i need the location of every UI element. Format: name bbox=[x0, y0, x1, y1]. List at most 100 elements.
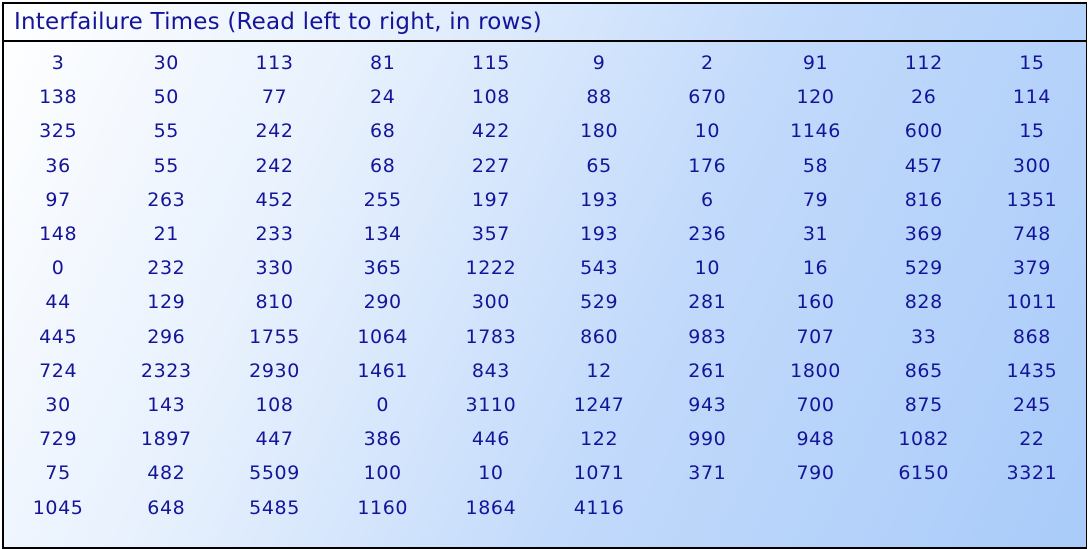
table-cell: 10 bbox=[478, 462, 504, 485]
table-cell: 748 bbox=[1012, 223, 1051, 246]
table-cell: 6 bbox=[700, 188, 714, 211]
table-cell: 261 bbox=[688, 359, 727, 382]
table-cell: 30 bbox=[153, 52, 179, 75]
table-cell: 325 bbox=[39, 120, 78, 143]
table-cell: 296 bbox=[147, 325, 186, 348]
table-row: 724 2323 2930 1461 843 12 261 1800 865 1435 bbox=[4, 354, 1086, 388]
table-cell: 2 bbox=[700, 52, 714, 75]
table-cell: 447 bbox=[255, 428, 294, 451]
table-cell: 81 bbox=[370, 52, 396, 75]
table-row: 30 143 108 0 3110 1247 943 700 875 245 bbox=[4, 388, 1086, 422]
table-cell: 943 bbox=[688, 393, 727, 416]
table-cell: 242 bbox=[255, 120, 294, 143]
table-cell: 138 bbox=[39, 86, 78, 109]
table-cell: 790 bbox=[796, 462, 835, 485]
table-cell: 245 bbox=[1012, 393, 1051, 416]
table-cell: 386 bbox=[363, 428, 402, 451]
table-cell: 97 bbox=[45, 188, 71, 211]
table-cell: 31 bbox=[802, 223, 829, 246]
table-row: 36 55 242 68 227 65 176 58 457 300 bbox=[4, 149, 1086, 183]
table-cell: 828 bbox=[904, 291, 943, 314]
table-cell: 75 bbox=[45, 462, 71, 485]
table-cell: 1800 bbox=[790, 359, 841, 382]
table-cell: 1222 bbox=[465, 257, 517, 280]
table-cell: 1064 bbox=[357, 325, 409, 348]
table-row: 44 129 810 290 300 529 281 160 828 1011 bbox=[4, 285, 1086, 319]
table-cell: 16 bbox=[802, 257, 829, 280]
table-cell: 26 bbox=[911, 86, 937, 109]
table-cell: 300 bbox=[1012, 154, 1051, 177]
table-cell: 1045 bbox=[32, 496, 84, 519]
table-cell: 868 bbox=[1012, 325, 1051, 348]
table-row: 445 296 1755 1064 1783 860 983 707 33 868 bbox=[4, 320, 1086, 354]
table-cell: 68 bbox=[370, 120, 396, 143]
table-cell: 10 bbox=[694, 120, 721, 143]
table-cell: 371 bbox=[688, 462, 727, 485]
table-cell: 529 bbox=[580, 291, 619, 314]
table-cell: 36 bbox=[45, 154, 71, 177]
table-cell: 1783 bbox=[465, 325, 517, 348]
table-cell: 79 bbox=[802, 188, 829, 211]
table-cell: 77 bbox=[261, 86, 288, 109]
table-row: 325 55 242 68 422 180 10 1146 600 15 bbox=[4, 114, 1086, 148]
table-cell: 810 bbox=[255, 291, 294, 314]
table-cell: 707 bbox=[796, 325, 835, 348]
table-cell: 108 bbox=[255, 393, 294, 416]
table-cell: 6150 bbox=[898, 462, 950, 485]
table-row: 75 482 5509 100 10 1071 371 790 6150 3321 bbox=[4, 456, 1086, 490]
table-cell: 446 bbox=[471, 428, 510, 451]
table-cell: 5509 bbox=[249, 462, 300, 485]
table-cell: 115 bbox=[471, 52, 510, 75]
table-cell: 4116 bbox=[573, 496, 625, 519]
table-cell: 281 bbox=[688, 291, 727, 314]
table-cell: 1247 bbox=[573, 393, 625, 416]
table-cell: 113 bbox=[255, 52, 294, 75]
table-cell: 58 bbox=[802, 154, 829, 177]
table-cell: 55 bbox=[153, 120, 179, 143]
table-cell: 379 bbox=[1012, 257, 1051, 280]
table-cell: 457 bbox=[904, 154, 943, 177]
table-cell: 193 bbox=[580, 223, 619, 246]
table-row: 3 30 113 81 115 9 2 91 112 15 bbox=[4, 46, 1086, 80]
table-cell: 600 bbox=[904, 120, 943, 143]
table-cell: 816 bbox=[904, 188, 943, 211]
table-row: 0 232 330 365 1222 543 10 16 529 379 bbox=[4, 251, 1086, 285]
table-cell: 148 bbox=[39, 223, 78, 246]
table-cell: 12 bbox=[586, 359, 612, 382]
table-cell: 1435 bbox=[1006, 359, 1058, 382]
table-cell: 15 bbox=[1019, 120, 1045, 143]
table-row: 138 50 77 24 108 88 670 120 26 114 bbox=[4, 80, 1086, 114]
table-cell: 122 bbox=[580, 428, 619, 451]
table-cell: 44 bbox=[45, 291, 71, 314]
table-cell: 670 bbox=[688, 86, 727, 109]
table-cell: 50 bbox=[153, 86, 179, 109]
table-cell: 114 bbox=[1012, 86, 1051, 109]
table-cell: 452 bbox=[255, 188, 294, 211]
table-cell: 134 bbox=[363, 223, 402, 246]
values-grid: 3 30 113 81 115 9 2 91 112 15 138 50 77 24 108 88 670 120… bbox=[4, 42, 1086, 525]
table-cell: 1461 bbox=[357, 359, 409, 382]
table-cell: 176 bbox=[688, 154, 727, 177]
table-cell: 24 bbox=[370, 86, 396, 109]
table-cell: 482 bbox=[147, 462, 186, 485]
table-cell: 129 bbox=[147, 291, 186, 314]
table-cell: 5485 bbox=[249, 496, 300, 519]
table-cell: 22 bbox=[1019, 428, 1045, 451]
table-cell: 3321 bbox=[1006, 462, 1058, 485]
table-cell: 543 bbox=[580, 257, 619, 280]
table-cell: 290 bbox=[363, 291, 402, 314]
table-cell: 357 bbox=[471, 223, 510, 246]
table-cell: 9 bbox=[592, 52, 606, 75]
table-cell: 232 bbox=[147, 257, 186, 280]
table-row: 1045 648 5485 1160 1864 4116 bbox=[4, 490, 1086, 524]
table-cell: 180 bbox=[580, 120, 619, 143]
table-cell: 990 bbox=[688, 428, 727, 451]
table-cell: 1351 bbox=[1006, 188, 1058, 211]
table-cell: 227 bbox=[471, 154, 510, 177]
table-row: 148 21 233 134 357 193 236 31 369 748 bbox=[4, 217, 1086, 251]
table-cell: 445 bbox=[39, 325, 78, 348]
table-cell: 233 bbox=[255, 223, 294, 246]
table-cell: 55 bbox=[153, 154, 179, 177]
table-cell: 648 bbox=[147, 496, 186, 519]
table-cell: 860 bbox=[580, 325, 619, 348]
